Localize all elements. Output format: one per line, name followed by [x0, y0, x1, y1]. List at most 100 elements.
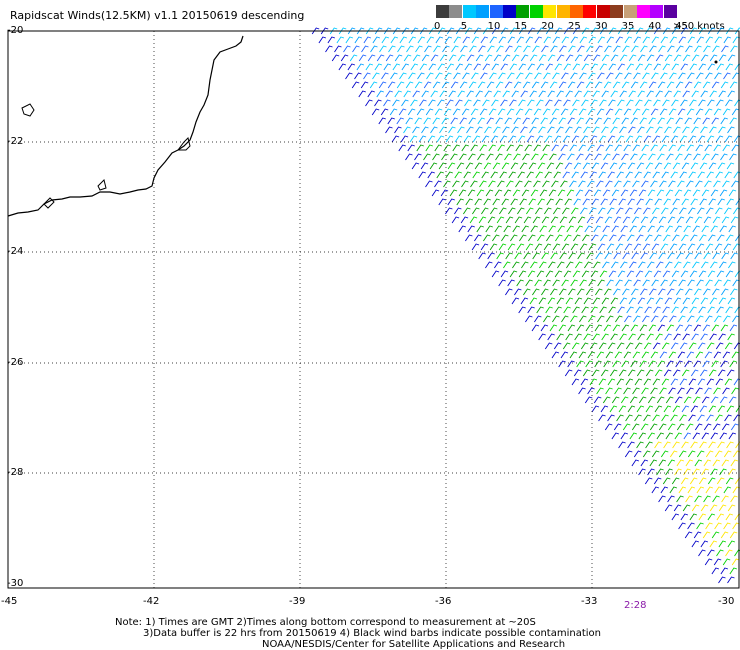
- wind-barb: [659, 351, 668, 359]
- wind-barb: [546, 234, 554, 242]
- wind-barb: [572, 306, 580, 314]
- wind-barb: [681, 369, 690, 377]
- wind-barb: [723, 486, 732, 494]
- wind-barb: [596, 180, 604, 188]
- wind-barb: [640, 252, 648, 260]
- wind-barb: [646, 54, 655, 62]
- wind-barb: [642, 279, 650, 287]
- wind-barb: [719, 396, 728, 404]
- wind-barb: [619, 126, 627, 134]
- wind-barb: [680, 477, 689, 485]
- wind-barb: [686, 108, 695, 116]
- wind-barb: [724, 414, 732, 422]
- wind-barb: [513, 117, 521, 125]
- wind-barb: [455, 27, 464, 35]
- wind-barb: [486, 117, 494, 125]
- wind-barb: [478, 252, 486, 260]
- wind-barb: [338, 27, 347, 35]
- wind-barb: [471, 243, 480, 251]
- wind-barb: [513, 81, 522, 89]
- wind-barb: [347, 63, 356, 71]
- wind-barb: [562, 135, 571, 143]
- wind-barb: [698, 27, 707, 35]
- wind-barb: [675, 117, 683, 125]
- wind-barb: [617, 306, 625, 314]
- wind-barb: [478, 45, 486, 53]
- wind-barb: [579, 315, 587, 323]
- wind-barb: [619, 297, 628, 305]
- wind-barb: [414, 117, 422, 125]
- wind-barb: [412, 54, 421, 62]
- wind-barb: [482, 99, 490, 107]
- wind-barb: [612, 324, 621, 332]
- wind-barb: [675, 324, 684, 332]
- wind-barb: [674, 261, 682, 269]
- wind-barb: [415, 45, 423, 53]
- wind-barb: [690, 198, 698, 206]
- island-marker: [714, 60, 718, 64]
- wind-barb: [714, 243, 723, 251]
- wind-barb: [706, 414, 714, 422]
- wind-barb: [445, 207, 453, 215]
- wind-barb: [591, 234, 599, 242]
- wind-barb: [521, 225, 529, 233]
- wind-barb: [629, 432, 638, 440]
- wind-barb: [658, 495, 666, 503]
- wind-barb: [654, 405, 663, 413]
- wind-barb: [542, 180, 550, 188]
- wind-barb: [688, 171, 696, 179]
- wind-barb: [630, 81, 639, 89]
- wind-barb: [498, 243, 507, 251]
- wind-barb: [724, 171, 732, 179]
- wind-barb: [521, 261, 529, 269]
- wind-barb: [606, 279, 614, 287]
- wind-barb: [668, 144, 676, 152]
- wind-barb: [713, 387, 721, 395]
- wind-barb: [713, 144, 721, 152]
- wind-barb: [331, 54, 340, 62]
- wind-barb: [634, 378, 643, 386]
- wind-barb: [658, 252, 666, 260]
- wind-barb: [446, 27, 455, 35]
- wind-barb: [507, 72, 515, 80]
- wind-barb: [421, 90, 429, 98]
- wind-barb: [677, 387, 685, 395]
- wind-barb: [633, 72, 641, 80]
- wind-barb: [525, 315, 533, 323]
- wind-barb: [724, 135, 733, 143]
- wind-barb: [547, 54, 556, 62]
- wind-barb: [721, 45, 729, 53]
- wind-barb: [643, 414, 651, 422]
- wind-barb: [675, 81, 684, 89]
- wind-barb: [551, 108, 560, 116]
- wind-barb: [565, 333, 573, 341]
- wind-barb: [388, 45, 396, 53]
- wind-barb: [611, 189, 620, 197]
- wind-barb: [467, 225, 475, 233]
- wind-barb: [423, 153, 431, 161]
- wind-barb: [390, 36, 399, 44]
- wind-barb: [430, 90, 438, 98]
- wind-barb: [504, 153, 512, 161]
- wind-barb: [448, 90, 456, 98]
- wind-barb: [425, 144, 433, 152]
- wind-barb: [704, 108, 713, 116]
- wind-barb: [697, 171, 705, 179]
- wind-barb: [624, 36, 633, 44]
- wind-barb: [584, 225, 592, 233]
- wind-barb: [493, 90, 501, 98]
- wind-barb: [457, 54, 466, 62]
- wind-barb: [511, 90, 519, 98]
- wind-barb: [705, 72, 713, 80]
- wind-barb: [645, 405, 654, 413]
- wind-barb: [716, 99, 724, 107]
- wind-barb: [369, 81, 378, 89]
- pass-time-label: 2:28: [624, 600, 647, 611]
- wind-barb: [578, 108, 587, 116]
- wind-barb: [634, 135, 643, 143]
- wind-barb: [574, 333, 582, 341]
- wind-barb: [729, 531, 738, 539]
- wind-barb: [705, 486, 714, 494]
- wind-barb: [663, 162, 672, 170]
- legend-swatch: [663, 5, 677, 18]
